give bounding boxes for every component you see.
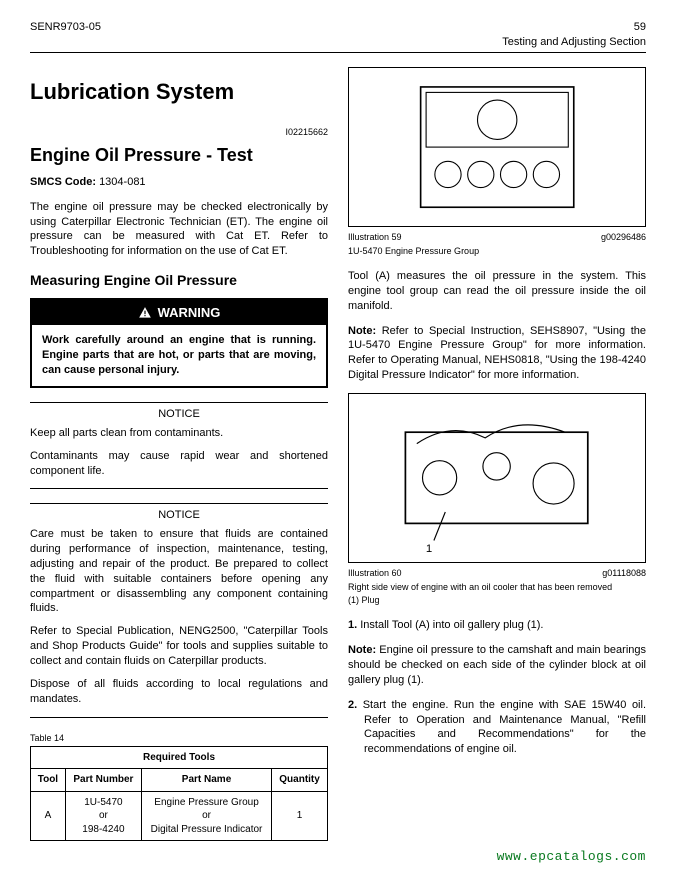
step2-num: 2. [348,699,357,711]
notice-title-2: NOTICE [30,508,328,523]
table-row: A 1U-5470 or 198-4240 Engine Pressure Gr… [31,791,328,841]
doc-code: SENR9703-05 [30,20,101,50]
cell-qty: 1 [272,791,328,841]
smcs-code: SMCS Code: 1304-081 [30,175,328,190]
cell-partname: Engine Pressure Group or Digital Pressur… [141,791,271,841]
illustration-60: 1 [348,393,646,563]
illus2-row: Illustration 60 g01118088 [348,567,646,579]
step1-text: Install Tool (A) into oil gallery plug (… [360,619,543,631]
measuring-heading: Measuring Engine Oil Pressure [30,271,328,290]
test-heading: Engine Oil Pressure - Test [30,143,328,167]
note2-body: Engine oil pressure to the camshaft and … [348,644,646,686]
note1-body: Refer to Special Instruction, SEHS8907, … [348,325,646,382]
illus2-caption1: Right side view of engine with an oil co… [348,581,646,593]
table-title: Required Tools [31,746,328,769]
table-label: Table 14 [30,732,328,744]
illus1-row: Illustration 59 g00296486 [348,231,646,243]
notice2-p1: Care must be taken to ensure that fluids… [30,527,328,616]
cell-partnum: 1U-5470 or 198-4240 [65,791,141,841]
illus2-code: g01118088 [602,567,646,579]
section-name: Testing and Adjusting Section [502,35,646,50]
notice2-p3: Dispose of all fluids according to local… [30,677,328,707]
warning-body: Work carefully around an engine that is … [32,325,326,386]
svg-text:1: 1 [426,543,432,555]
notice-block-2: NOTICE Care must be taken to ensure that… [30,503,328,717]
col-qty: Quantity [272,769,328,792]
col-partnum: Part Number [65,769,141,792]
illus1-label: Illustration 59 [348,231,402,243]
footer-url: www.epcatalogs.com [497,848,646,866]
cell-tool: A [31,791,66,841]
header-right: 59 Testing and Adjusting Section [502,20,646,50]
col-partname: Part Name [141,769,271,792]
engine-side-icon: 1 [356,398,637,558]
warning-header: WARNING [32,300,326,326]
warning-box: WARNING Work carefully around an engine … [30,298,328,388]
illustration-59 [348,67,646,227]
note1-label: Note: [348,325,376,337]
page-number: 59 [502,20,646,35]
notice-block-1: NOTICE Keep all parts clean from contami… [30,402,328,489]
warning-label: WARNING [158,304,221,322]
notice1-p2: Contaminants may cause rapid wear and sh… [30,449,328,479]
note1: Note: Refer to Special Instruction, SEHS… [348,324,646,383]
system-heading: Lubrication System [30,77,328,107]
illus2-label: Illustration 60 [348,567,402,579]
smcs-value: 1304-081 [99,176,146,188]
illus2-caption2: (1) Plug [348,594,646,606]
left-column: Lubrication System I02215662 Engine Oil … [30,67,328,841]
smcs-label: SMCS Code: [30,176,96,188]
note2: Note: Engine oil pressure to the camshaf… [348,643,646,688]
notice1-p1: Keep all parts clean from contaminants. [30,426,328,441]
step-list-2: 2. Start the engine. Run the engine with… [348,698,646,757]
note2-label: Note: [348,644,376,656]
right-p1: Tool (A) measures the oil pressure in th… [348,269,646,314]
warning-icon [138,306,152,320]
notice-title-1: NOTICE [30,407,328,422]
col-tool: Tool [31,769,66,792]
step2-text: Start the engine. Run the engine with SA… [363,699,646,756]
intro-paragraph: The engine oil pressure may be checked e… [30,200,328,259]
illus1-code: g00296486 [601,231,646,243]
step-1: 1. Install Tool (A) into oil gallery plu… [348,618,646,633]
illus1-caption: 1U-5470 Engine Pressure Group [348,245,646,257]
step-2: 2. Start the engine. Run the engine with… [348,698,646,757]
right-column: Illustration 59 g00296486 1U-5470 Engine… [348,67,646,841]
notice2-p2: Refer to Special Publication, NENG2500, … [30,624,328,669]
step1-num: 1. [348,619,357,631]
content-columns: Lubrication System I02215662 Engine Oil … [30,67,646,841]
reference-code: I02215662 [30,126,328,138]
step-list: 1. Install Tool (A) into oil gallery plu… [348,618,646,633]
required-tools-table: Required Tools Tool Part Number Part Nam… [30,746,328,842]
pressure-group-icon [364,76,630,218]
page-header: SENR9703-05 59 Testing and Adjusting Sec… [30,20,646,53]
